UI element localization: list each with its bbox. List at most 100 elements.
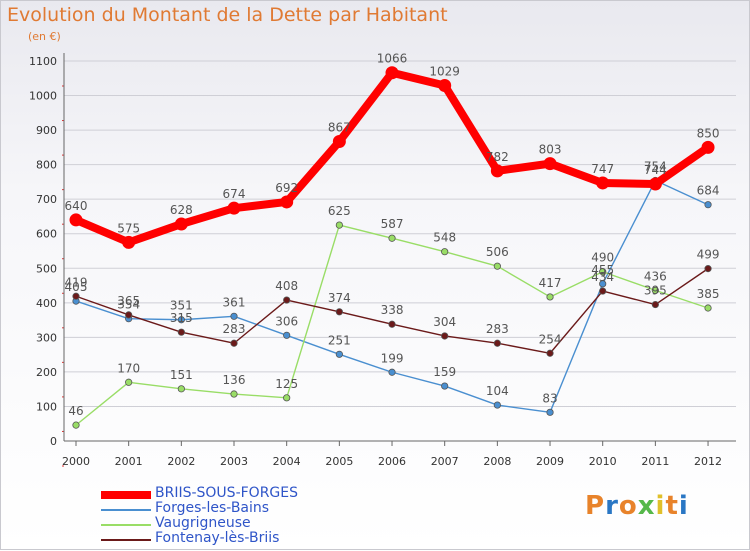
legend-item: BRIIS-SOUS-FORGES <box>97 485 337 502</box>
data-point <box>230 339 238 347</box>
data-label: 692 <box>275 181 298 195</box>
data-label: 628 <box>170 203 193 217</box>
data-point <box>332 134 346 148</box>
data-label: 684 <box>697 184 720 198</box>
data-point <box>230 390 238 398</box>
data-label: 361 <box>223 295 246 309</box>
data-label: 640 <box>65 199 88 213</box>
axis-layer: 0 100 200 300 400 500 600 700 800 900 1000 1100 2000… <box>29 53 736 468</box>
data-point <box>704 201 712 209</box>
data-point <box>651 286 659 294</box>
proxiti-logo: Proxiti <box>585 491 689 521</box>
legend-label: Vaugrigneuse <box>155 515 251 531</box>
data-label: 385 <box>697 287 720 301</box>
x-tick-label: 2006 <box>378 455 406 468</box>
logo-letter: o <box>618 491 638 521</box>
legend-swatch <box>101 491 151 499</box>
data-label: 587 <box>381 217 404 231</box>
data-point <box>280 195 294 209</box>
data-label: 782 <box>486 150 509 164</box>
data-label: 754 <box>644 160 667 174</box>
data-label: 283 <box>223 322 246 336</box>
data-point <box>388 368 396 376</box>
series-layer <box>69 66 715 429</box>
data-label: 506 <box>486 245 509 259</box>
data-label: 315 <box>170 311 193 325</box>
data-point <box>543 157 557 171</box>
data-point <box>648 177 662 191</box>
data-point <box>177 328 185 336</box>
logo-letter: x <box>637 491 656 521</box>
data-label: 283 <box>486 322 509 336</box>
data-point <box>441 382 449 390</box>
logo-letter: i <box>655 491 666 521</box>
legend-label: Forges-les-Bains <box>155 500 270 516</box>
data-label: 374 <box>328 291 351 305</box>
y-tick-label: 200 <box>36 366 57 379</box>
data-point <box>599 287 607 295</box>
data-label: 1066 <box>377 52 408 66</box>
data-label: 1029 <box>429 65 460 79</box>
data-label: 419 <box>65 275 88 289</box>
y-tick-label: 700 <box>36 193 57 206</box>
data-label: 625 <box>328 204 351 218</box>
data-point <box>388 320 396 328</box>
data-point <box>596 176 610 190</box>
data-point <box>493 401 501 409</box>
data-point <box>174 217 188 231</box>
x-tick-label: 2002 <box>167 455 195 468</box>
chart-title: Evolution du Montant de la Dette par Hab… <box>7 4 448 26</box>
data-point <box>599 268 607 276</box>
data-label: 408 <box>275 279 298 293</box>
data-point <box>283 296 291 304</box>
y-tick-label: 800 <box>36 159 57 172</box>
data-point <box>701 140 715 154</box>
data-point <box>283 394 291 402</box>
x-tick-label: 2012 <box>694 455 722 468</box>
x-tick-label: 2009 <box>536 455 564 468</box>
data-point <box>546 293 554 301</box>
data-point <box>72 421 80 429</box>
legend: BRIIS-SOUS-FORGES Forges-les-Bains Vaugr… <box>97 485 337 547</box>
data-point <box>72 292 80 300</box>
data-point <box>385 66 399 80</box>
data-label: 170 <box>117 361 140 375</box>
logo-letter: r <box>605 491 619 521</box>
x-tick-label: 2003 <box>220 455 248 468</box>
x-tick-label: 2001 <box>115 455 143 468</box>
data-point <box>493 339 501 347</box>
data-point <box>335 221 343 229</box>
data-label: 436 <box>644 269 667 283</box>
data-label: 83 <box>542 391 557 405</box>
data-point <box>122 235 136 249</box>
data-label: 417 <box>539 276 562 290</box>
data-label: 867 <box>328 120 351 134</box>
data-point <box>493 262 501 270</box>
data-label: 351 <box>170 299 193 313</box>
data-point <box>388 234 396 242</box>
data-label: 306 <box>275 314 298 328</box>
data-label: 803 <box>539 143 562 157</box>
data-label: 499 <box>697 248 720 262</box>
logo-letter: t <box>665 491 679 521</box>
data-label: 455 <box>591 263 614 277</box>
data-point <box>546 408 554 416</box>
data-point <box>227 201 241 215</box>
data-point <box>704 304 712 312</box>
x-tick-label: 2008 <box>483 455 511 468</box>
data-label: 850 <box>697 126 720 140</box>
data-label: 304 <box>433 315 456 329</box>
legend-item: Fontenay-lès-Briis <box>97 530 337 547</box>
data-label: 548 <box>433 231 456 245</box>
y-tick-label: 100 <box>36 400 57 413</box>
data-label: 338 <box>381 303 404 317</box>
data-label: 490 <box>591 251 614 265</box>
data-point <box>704 265 712 273</box>
x-tick-label: 2004 <box>273 455 301 468</box>
y-tick-label: 500 <box>36 262 57 275</box>
data-label: 354 <box>117 298 140 312</box>
chart-subtitle: (en €) <box>28 30 61 43</box>
data-point <box>546 349 554 357</box>
